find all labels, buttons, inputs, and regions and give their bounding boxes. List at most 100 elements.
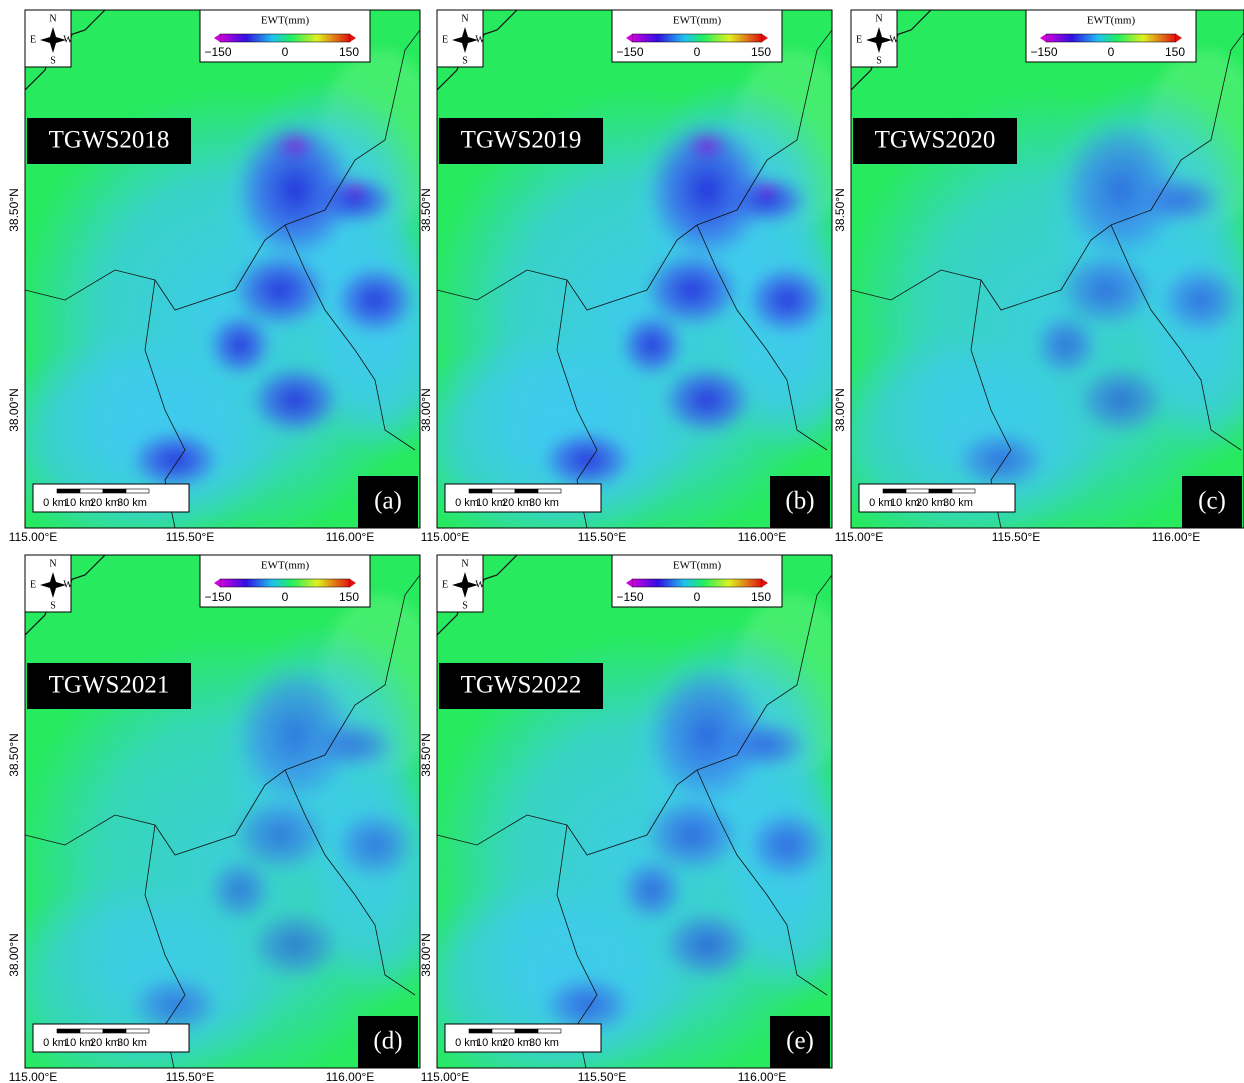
compass-e: E xyxy=(30,579,36,590)
compass-n: N xyxy=(49,13,56,24)
ewt-region xyxy=(620,858,684,922)
compass-s: S xyxy=(462,55,468,66)
ewt-region xyxy=(273,130,317,160)
x-axis-label: 116.00°E xyxy=(1152,530,1201,544)
compass-w: W xyxy=(63,579,73,590)
y-axis-label: 38.50°N xyxy=(7,733,21,777)
y-axis-label: 38.00°N xyxy=(419,388,433,432)
panel-title: TGWS2022 xyxy=(461,672,582,699)
colorbar xyxy=(220,34,350,42)
scale-segment xyxy=(538,489,561,493)
ewt-region xyxy=(685,130,729,160)
legend-title: EWT(mm) xyxy=(261,15,310,27)
y-axis-label: 38.00°N xyxy=(833,388,847,432)
compass-n: N xyxy=(461,13,468,24)
scale-label: 20 km xyxy=(90,1037,120,1049)
compass-n: N xyxy=(461,558,468,569)
compass-s: S xyxy=(50,55,56,66)
ewt-region xyxy=(1034,313,1098,377)
scale-segment xyxy=(492,489,515,493)
legend-tick-label: −150 xyxy=(616,45,643,59)
panel-title: TGWS2020 xyxy=(875,127,996,154)
legend-tick-label: 150 xyxy=(339,45,359,59)
compass-e: E xyxy=(856,34,862,45)
legend-tick-label: 150 xyxy=(1165,45,1185,59)
scale-label: 30 km xyxy=(529,1037,559,1049)
ewt-region xyxy=(341,180,369,200)
compass-s: S xyxy=(462,600,468,611)
heatmap xyxy=(397,555,877,1083)
y-axis-label: 38.00°N xyxy=(7,388,21,432)
compass-w: W xyxy=(63,34,73,45)
panel-title: TGWS2019 xyxy=(461,127,582,154)
compass-n: N xyxy=(875,13,882,24)
x-axis-label: 115.50°E xyxy=(992,530,1041,544)
compass-e: E xyxy=(30,34,36,45)
scale-segment xyxy=(57,1029,80,1033)
ewt-region xyxy=(335,265,415,335)
y-axis-label: 38.50°N xyxy=(833,188,847,232)
x-axis-label: 115.50°E xyxy=(578,1070,627,1083)
ewt-region xyxy=(662,910,752,980)
x-axis-label: 115.00°E xyxy=(9,530,58,544)
ewt-region xyxy=(717,765,877,1005)
x-axis-label: 115.50°E xyxy=(578,530,627,544)
compass-s: S xyxy=(50,600,56,611)
ewt-region xyxy=(747,265,827,335)
scale-segment xyxy=(469,489,492,493)
panel-letter: (b) xyxy=(785,488,814,515)
x-axis-label: 115.00°E xyxy=(9,1070,58,1083)
scale-label: 20 km xyxy=(502,497,532,509)
x-axis-label: 115.50°E xyxy=(166,1070,215,1083)
colorbar xyxy=(1046,34,1176,42)
colorbar xyxy=(632,34,762,42)
scale-segment xyxy=(883,489,906,493)
x-axis-label: 115.00°E xyxy=(835,530,884,544)
x-axis-label: 115.00°E xyxy=(421,1070,470,1083)
scale-segment xyxy=(57,489,80,493)
scale-label: 30 km xyxy=(117,1037,147,1049)
legend-tick-label: 0 xyxy=(694,590,701,604)
x-axis-label: 115.00°E xyxy=(421,530,470,544)
y-axis-label: 38.50°N xyxy=(419,188,433,232)
map-panel: NSEWEWT(mm)−1500150TGWS20190 km10 km20 k… xyxy=(397,10,877,550)
ewt-region xyxy=(335,810,415,880)
legend-title: EWT(mm) xyxy=(261,560,310,572)
scale-segment xyxy=(515,1029,538,1033)
x-axis-label: 116.00°E xyxy=(326,1070,375,1083)
scale-label: 20 km xyxy=(502,1037,532,1049)
y-axis-label: 38.50°N xyxy=(419,733,433,777)
panel-letter: (e) xyxy=(786,1028,814,1055)
scale-segment xyxy=(103,1029,126,1033)
legend-tick-label: 150 xyxy=(751,45,771,59)
ewt-region xyxy=(662,365,752,435)
scale-segment xyxy=(515,489,538,493)
ewt-region xyxy=(1076,365,1166,435)
compass-e: E xyxy=(442,579,448,590)
ewt-region xyxy=(1161,265,1241,335)
panel-letter: (d) xyxy=(373,1028,402,1055)
scale-segment xyxy=(929,489,952,493)
y-axis-label: 38.00°N xyxy=(7,933,21,977)
heatmap xyxy=(0,10,465,550)
scale-label: 30 km xyxy=(117,497,147,509)
heatmap xyxy=(397,10,877,550)
ewt-region xyxy=(315,720,395,770)
legend-tick-label: 0 xyxy=(282,45,289,59)
ewt-region xyxy=(250,910,340,980)
compass-s: S xyxy=(876,55,882,66)
panel-title: TGWS2021 xyxy=(49,672,170,699)
ewt-region xyxy=(250,365,340,435)
scale-label: 30 km xyxy=(943,497,973,509)
scale-segment xyxy=(103,489,126,493)
compass-w: W xyxy=(475,579,485,590)
legend-title: EWT(mm) xyxy=(673,15,722,27)
ewt-region xyxy=(747,810,827,880)
legend-tick-label: −150 xyxy=(204,590,231,604)
compass-w: W xyxy=(475,34,485,45)
legend-title: EWT(mm) xyxy=(1087,15,1136,27)
ewt-region xyxy=(620,313,684,377)
legend-tick-label: −150 xyxy=(204,45,231,59)
